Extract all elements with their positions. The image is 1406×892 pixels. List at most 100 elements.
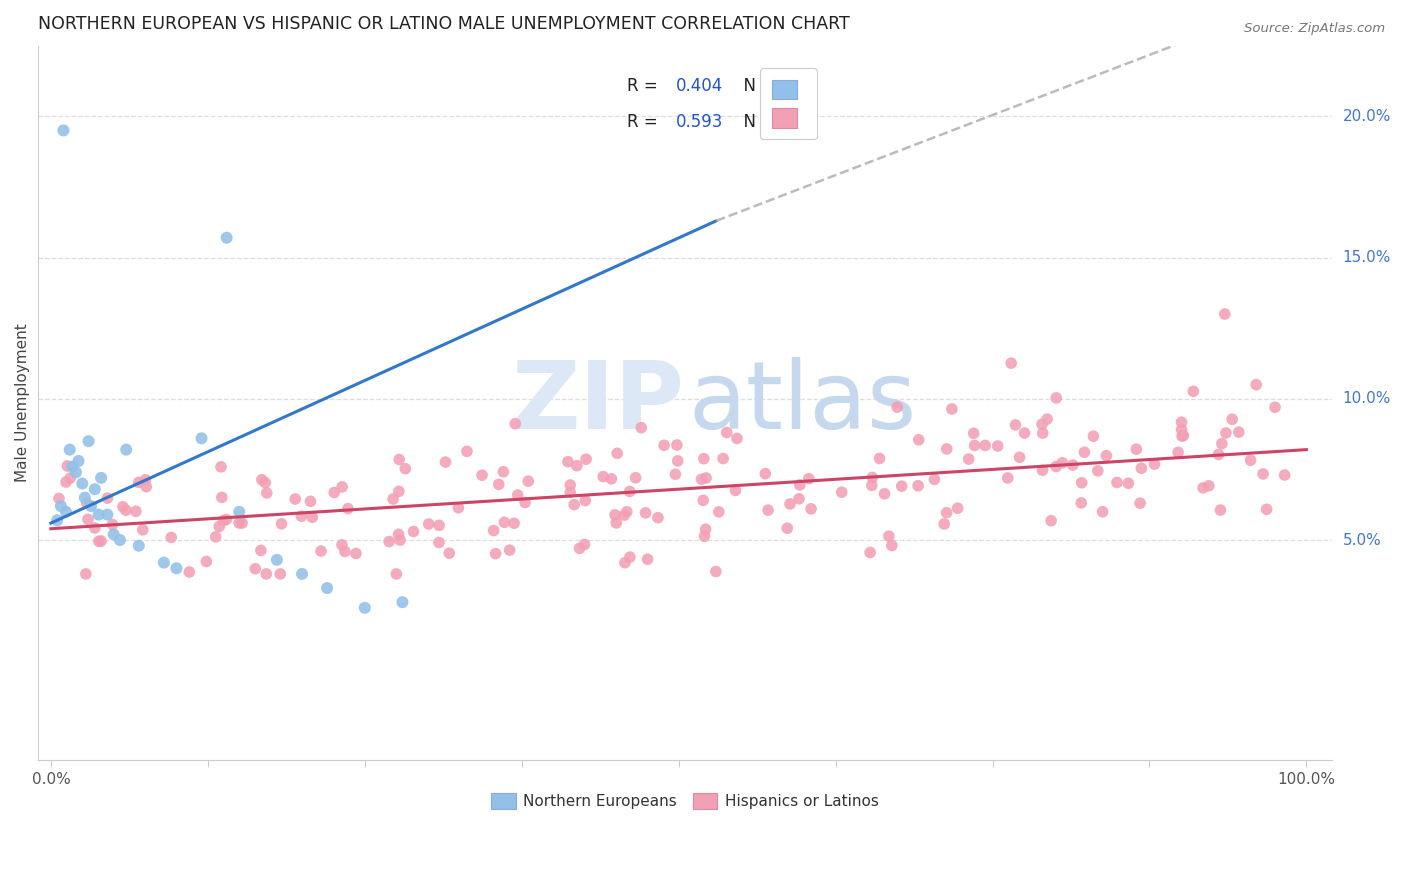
Point: [1073, 445, 1095, 459]
Point: [665, 438, 688, 452]
Point: [1118, 476, 1140, 491]
Point: [378, 534, 401, 549]
Point: [204, 530, 226, 544]
Point: [1083, 429, 1105, 443]
Point: [616, 505, 638, 519]
Point: [756, 503, 779, 517]
Point: [860, 478, 883, 492]
Point: [1091, 505, 1114, 519]
Point: [935, 442, 957, 456]
Point: [75, 566, 97, 581]
Point: [101, 517, 124, 532]
Point: [1251, 467, 1274, 481]
Point: [132, 523, 155, 537]
Point: [1045, 391, 1067, 405]
Point: [1208, 447, 1230, 461]
Point: [382, 491, 405, 506]
Point: [1167, 445, 1189, 459]
Point: [87, 534, 110, 549]
Point: [957, 452, 980, 467]
Point: [1130, 461, 1153, 475]
Point: [439, 546, 461, 560]
Point: [59, 442, 82, 457]
Point: [427, 518, 450, 533]
Text: R =: R =: [627, 113, 662, 131]
Point: [83, 482, 105, 496]
Point: [266, 553, 288, 567]
Point: [96, 508, 118, 522]
Point: [692, 493, 714, 508]
Point: [1213, 307, 1236, 321]
Point: [228, 505, 250, 519]
Point: [716, 425, 738, 440]
Point: [103, 527, 125, 541]
Point: [59, 471, 82, 485]
Point: [1274, 468, 1296, 483]
Point: [779, 497, 801, 511]
Point: [165, 561, 187, 575]
Point: [125, 504, 148, 518]
Point: [254, 566, 277, 581]
Point: [568, 541, 591, 556]
Point: [270, 516, 292, 531]
Point: [153, 556, 176, 570]
Point: [1209, 503, 1232, 517]
Point: [974, 438, 997, 452]
Text: Source: ZipAtlas.com: Source: ZipAtlas.com: [1244, 22, 1385, 36]
Point: [388, 452, 411, 467]
Point: [1031, 463, 1053, 477]
Point: [613, 556, 636, 570]
Point: [1095, 449, 1118, 463]
Point: [492, 465, 515, 479]
Point: [52, 123, 75, 137]
Point: [195, 554, 218, 568]
Point: [1244, 377, 1267, 392]
Point: [1070, 475, 1092, 490]
Point: [797, 472, 820, 486]
Point: [560, 478, 582, 492]
Point: [1256, 502, 1278, 516]
Point: [637, 552, 659, 566]
Point: [67, 454, 90, 468]
Point: [1070, 496, 1092, 510]
Point: [215, 231, 238, 245]
Point: [1170, 423, 1192, 437]
Point: [330, 538, 353, 552]
Point: [907, 479, 929, 493]
Point: [754, 467, 776, 481]
Point: [291, 566, 314, 581]
Point: [65, 465, 87, 479]
Point: [215, 512, 238, 526]
Point: [208, 519, 231, 533]
Point: [73, 491, 96, 505]
Point: [613, 508, 636, 523]
Point: [212, 513, 235, 527]
Point: [963, 438, 986, 452]
Point: [630, 420, 652, 434]
Point: [1215, 425, 1237, 440]
Point: [316, 581, 339, 595]
Point: [250, 543, 273, 558]
Point: [600, 472, 623, 486]
Point: [869, 451, 891, 466]
Point: [484, 547, 506, 561]
Point: [873, 487, 896, 501]
Point: [1105, 475, 1128, 490]
Point: [562, 498, 585, 512]
Point: [456, 444, 478, 458]
Point: [336, 501, 359, 516]
Point: [575, 452, 598, 467]
Text: 0.593: 0.593: [676, 113, 723, 131]
Point: [565, 458, 588, 473]
Point: [111, 500, 134, 514]
Point: [725, 432, 748, 446]
Point: [447, 500, 470, 515]
Point: [592, 469, 614, 483]
Text: N =: N =: [733, 77, 780, 95]
Point: [503, 417, 526, 431]
Point: [666, 454, 689, 468]
Point: [471, 468, 494, 483]
Point: [1036, 412, 1059, 426]
Point: [800, 501, 823, 516]
Point: [385, 566, 408, 581]
